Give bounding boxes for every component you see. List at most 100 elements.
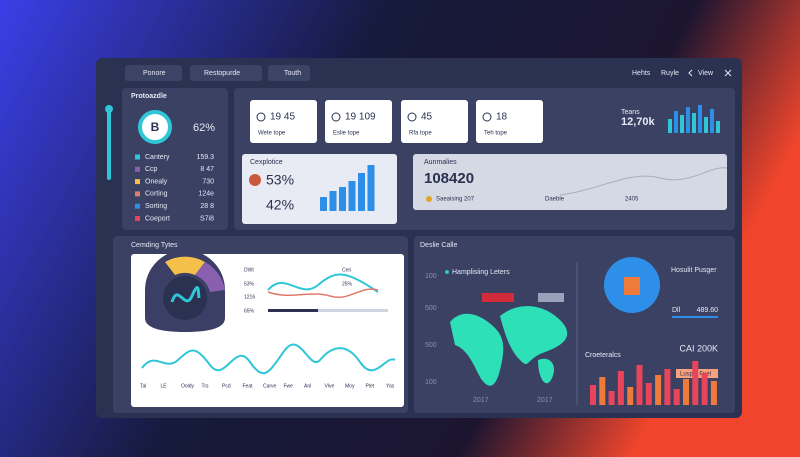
- axis-label: Vlve: [325, 383, 335, 389]
- trend-bars: [668, 105, 720, 133]
- list: Cantery 159.3 Ccp 8 47 Onealy 730 Corting 124e S…: [135, 154, 214, 222]
- stat-value: 19 45: [270, 112, 295, 123]
- line: [267, 288, 379, 299]
- bars: [320, 165, 375, 211]
- icon: [624, 277, 640, 295]
- donut-hole: [163, 276, 207, 320]
- bar: [698, 105, 702, 133]
- button-label[interactable]: Touth: [284, 70, 301, 77]
- bar: [692, 361, 699, 405]
- bar: [599, 377, 606, 405]
- row-label: Ccp: [145, 166, 158, 173]
- axis-label: Fwe: [284, 383, 294, 389]
- link[interactable]: Ruyle: [661, 70, 679, 77]
- bar: [673, 389, 680, 405]
- bar: [692, 113, 696, 133]
- icon: [331, 112, 341, 122]
- bar: [680, 115, 684, 133]
- tag: [538, 293, 564, 302]
- y-label: 500: [425, 342, 437, 349]
- legend-item: 53%: [244, 281, 255, 287]
- row-label: Corting: [145, 191, 168, 198]
- legend-item: Ceri: [342, 267, 351, 273]
- button[interactable]: [125, 65, 182, 81]
- link[interactable]: Hehts: [632, 70, 651, 77]
- legend-item: DWt: [244, 267, 254, 273]
- bar: [704, 117, 708, 133]
- link[interactable]: View: [698, 70, 714, 77]
- axis-label: Moy: [345, 383, 355, 389]
- item: Saeaising 207: [436, 197, 475, 203]
- row-label: Onealy: [145, 178, 168, 185]
- tag: [482, 293, 514, 302]
- swatch: [135, 179, 140, 185]
- labels: DWt Ceri 53% 1216 25% 65% Tal LE Ooldy Trs Pcd Feat…: [140, 267, 395, 389]
- x-label: 2017: [473, 397, 489, 404]
- swatch: [135, 216, 140, 221]
- swatch: [135, 203, 140, 209]
- item: Daeble: [545, 197, 565, 203]
- stat-card: [401, 100, 468, 143]
- icon: [407, 112, 417, 122]
- icon[interactable]: [688, 69, 732, 77]
- bar: [636, 365, 643, 405]
- bar: [617, 371, 624, 405]
- y-label: 500: [425, 305, 437, 312]
- slider-knob[interactable]: [105, 105, 113, 113]
- button-label[interactable]: Restopurde: [204, 70, 240, 77]
- x-label: 2017: [537, 397, 553, 404]
- bar: [329, 191, 337, 211]
- swatch: [135, 166, 140, 172]
- progress-fill: [268, 309, 318, 312]
- bar: [683, 379, 689, 405]
- stat-value: 19 109: [345, 112, 376, 123]
- legend-item: 1216: [244, 294, 255, 300]
- axis-label: Yas: [386, 383, 395, 389]
- axis-label: LE: [161, 383, 168, 389]
- badge: B: [151, 120, 160, 134]
- y-label: 100: [425, 379, 437, 386]
- legend-item: 25%: [342, 281, 353, 287]
- button-label[interactable]: Ponore: [143, 70, 166, 77]
- chart-title: Croeteralcs: [585, 352, 621, 359]
- line: [267, 273, 379, 293]
- button[interactable]: [268, 65, 310, 81]
- bar: [339, 187, 346, 211]
- card-value: 489.60: [697, 307, 719, 314]
- secondary-value: 42%: [266, 197, 294, 213]
- percent: 62%: [193, 122, 215, 134]
- card-label: Dll: [672, 307, 681, 314]
- row-value: S7i8: [200, 215, 214, 222]
- icon: [170, 285, 201, 303]
- total: 108420: [424, 170, 474, 187]
- axis-label: Plet: [366, 383, 375, 389]
- card-title: Aunmalies: [424, 159, 457, 166]
- bar: [664, 369, 671, 405]
- bar: [645, 383, 652, 405]
- stat-value: 45: [421, 112, 433, 123]
- row-value: 730: [202, 178, 214, 185]
- card-title: Cexplotice: [250, 159, 283, 166]
- bar: [686, 107, 690, 133]
- slider[interactable]: [107, 105, 111, 180]
- axis-label: Trs: [202, 383, 210, 389]
- stat-card: [250, 100, 317, 143]
- y-label: 100: [425, 273, 437, 280]
- subtitle: Hamplisiing Leters: [452, 269, 510, 276]
- map: [450, 306, 568, 386]
- swatch: [135, 154, 140, 160]
- dot: [445, 270, 449, 274]
- panel-title: Cemding Tytes: [131, 242, 178, 249]
- button[interactable]: [190, 65, 262, 81]
- bar: [627, 387, 634, 405]
- row-value: 124e: [198, 191, 214, 198]
- line: [141, 343, 396, 375]
- icon: [256, 112, 266, 122]
- stat-label: Wete tope: [258, 131, 286, 137]
- avatar: [249, 174, 261, 186]
- stat-label: Rfa tope: [409, 131, 432, 137]
- row-label: Coeport: [145, 215, 170, 222]
- stat-card: [325, 100, 392, 143]
- card-title: Hosulit Pusger: [671, 267, 717, 274]
